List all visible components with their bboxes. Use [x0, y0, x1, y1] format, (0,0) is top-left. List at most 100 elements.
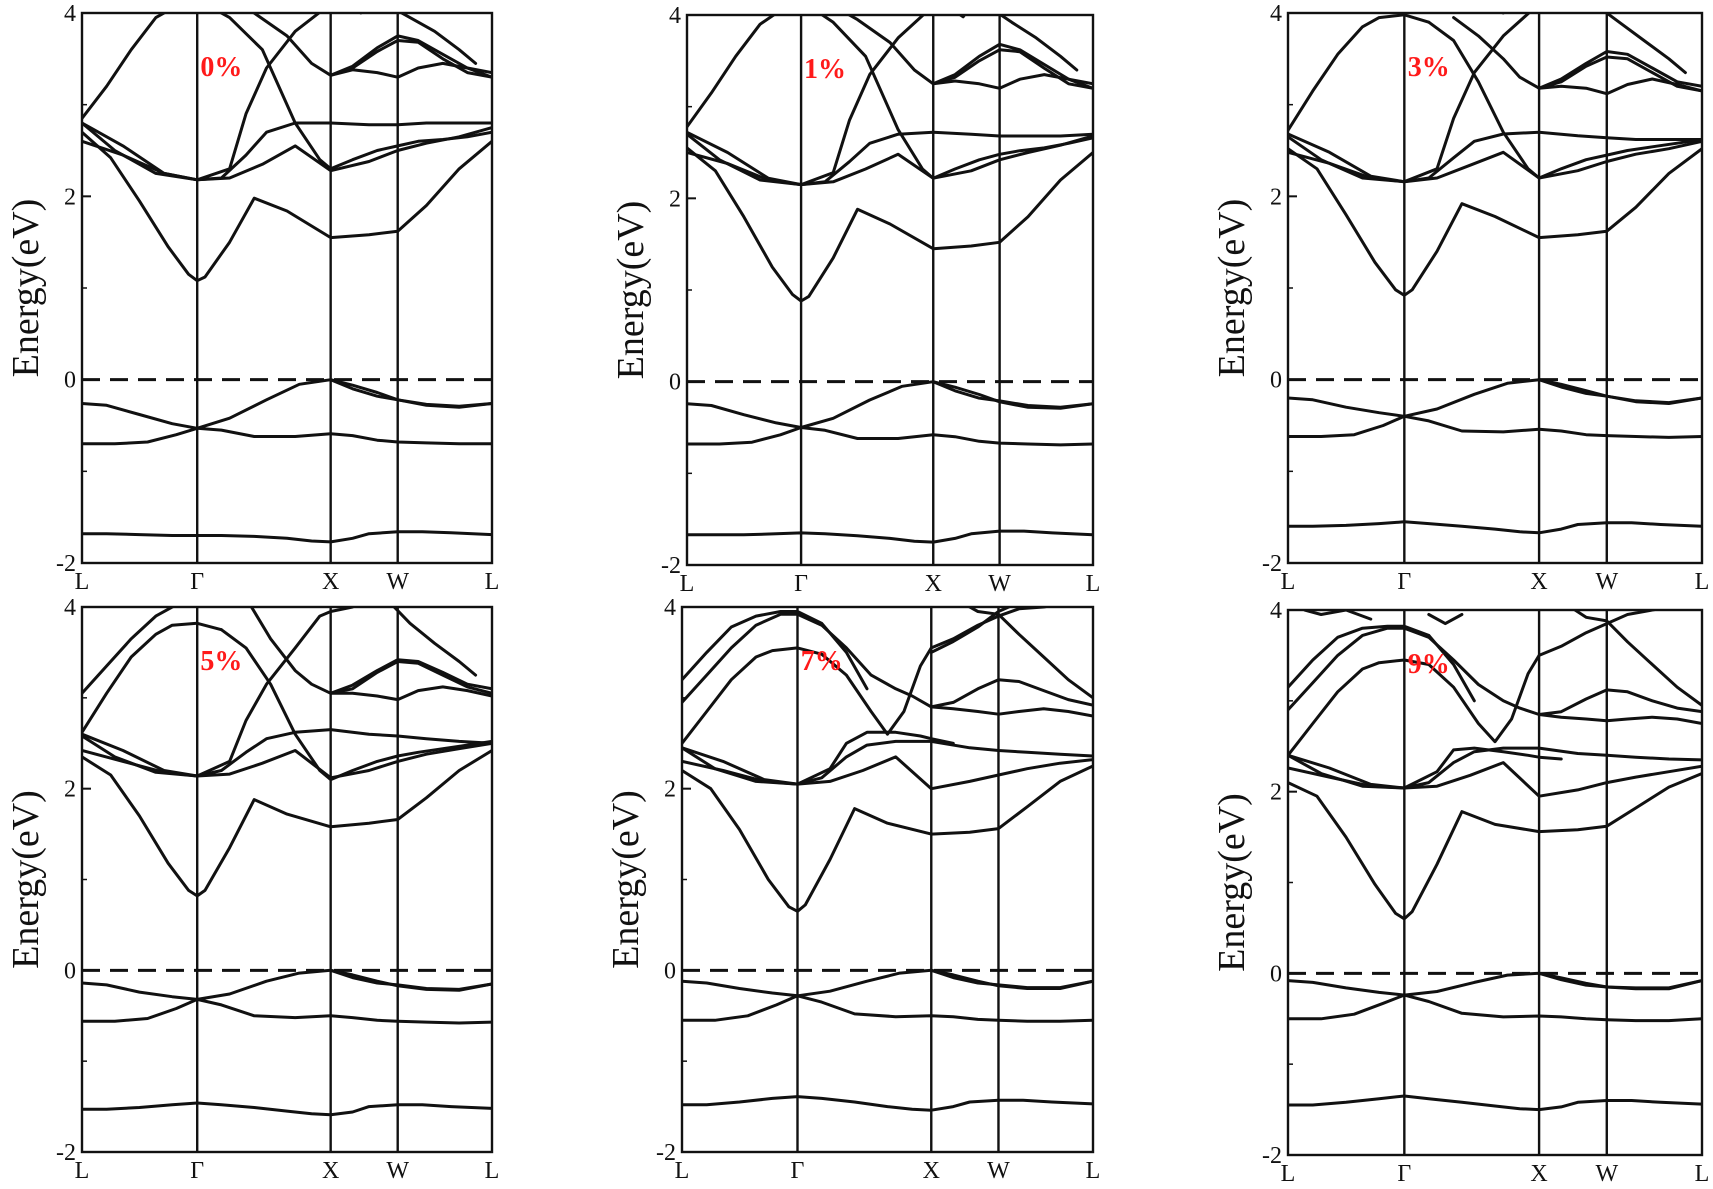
energy-band-line [1537, 77, 1702, 96]
band-lines-group [687, 15, 1093, 544]
kpoint-label: Γ [190, 569, 204, 595]
energy-band-line [1498, 13, 1507, 15]
energy-band-line [1288, 626, 1702, 716]
energy-band-line [1288, 971, 1702, 997]
energy-band-line [1537, 378, 1702, 405]
energy-band-line [682, 755, 1093, 791]
energy-band-line [82, 121, 492, 182]
kpoint-label: W [1595, 1161, 1618, 1187]
band-lines-group [682, 607, 1093, 1112]
strain-percent-label: 5% [200, 646, 242, 677]
kpoint-label: L [1086, 1158, 1101, 1184]
energy-band-line [966, 607, 1093, 700]
strain-percent-label: 1% [804, 54, 846, 85]
y-tick-label: 4 [1270, 1, 1282, 27]
energy-band-line [329, 658, 492, 695]
energy-band-line [82, 13, 322, 182]
kpoint-label: Γ [791, 1158, 805, 1184]
y-tick-label: 2 [64, 184, 76, 210]
energy-band-line [329, 685, 492, 702]
energy-band-line [329, 378, 492, 408]
band-lines-group [1288, 13, 1702, 535]
kpoint-label: L [485, 1158, 500, 1184]
kpoint-label: L [75, 1158, 90, 1184]
kpoint-label: L [1281, 1161, 1296, 1187]
energy-band-line [1288, 761, 1702, 798]
strain-percent-label: 0% [200, 52, 242, 83]
energy-band-line [682, 968, 1093, 998]
energy-band-line [329, 34, 492, 77]
kpoint-label: X [925, 571, 942, 597]
energy-band-line [682, 612, 1093, 709]
kpoint-label: L [675, 1158, 690, 1184]
energy-band-line [1572, 610, 1702, 707]
kpoint-label: W [988, 571, 1011, 597]
energy-band-line [82, 426, 492, 446]
energy-band-line [1288, 13, 1532, 184]
energy-band-line [1288, 139, 1702, 184]
energy-band-line [1288, 147, 1702, 297]
energy-band-line [1452, 16, 1702, 93]
energy-band-line [682, 739, 1093, 786]
strain-percent-label: 7% [801, 646, 843, 677]
energy-band-line [687, 134, 1093, 187]
y-tick-label: 4 [664, 595, 676, 621]
energy-band-line [1303, 610, 1373, 621]
energy-band-line [218, 13, 492, 171]
energy-band-line [687, 146, 1093, 303]
energy-band-line [1288, 772, 1702, 921]
energy-band-line [1537, 50, 1702, 90]
band-lines-group [82, 13, 492, 544]
panel-frame [685, 13, 1095, 567]
y-tick-label: 4 [64, 595, 76, 621]
energy-band-line [1288, 414, 1702, 439]
kpoint-label: Γ [794, 571, 808, 597]
y-tick-label: 2 [664, 777, 676, 803]
y-axis-label: Energy(eV) [1211, 793, 1253, 972]
energy-band-line [687, 426, 1093, 447]
panel-frame [680, 605, 1095, 1154]
kpoint-label: X [923, 1158, 940, 1184]
y-tick-label: 2 [669, 186, 681, 212]
energy-band-line [819, 15, 1093, 180]
kpoint-label: X [1530, 1161, 1547, 1187]
energy-band-line [1288, 993, 1702, 1023]
energy-band-line [357, 13, 363, 15]
energy-band-line [687, 15, 777, 129]
band-lines-group [82, 607, 492, 1117]
energy-band-line [82, 530, 492, 544]
energy-band-line [392, 607, 478, 677]
y-axis-label: Energy(eV) [5, 199, 47, 378]
kpoint-label: L [680, 571, 695, 597]
energy-band-line [82, 749, 492, 898]
energy-band-line [219, 628, 492, 782]
y-axis-label: Energy(eV) [610, 201, 652, 380]
energy-band-line [682, 764, 1093, 913]
y-tick-label: 0 [664, 958, 676, 984]
kpoint-label: L [1086, 571, 1101, 597]
y-tick-label: -2 [656, 1140, 676, 1166]
y-tick-label: 4 [669, 3, 681, 29]
kpoint-label: L [1695, 569, 1710, 595]
y-tick-label: -2 [1262, 551, 1282, 577]
energy-band-line [998, 15, 1079, 72]
energy-band-line [1288, 520, 1702, 535]
y-tick-label: -2 [1262, 1143, 1282, 1169]
y-axis-label: Energy(eV) [1211, 199, 1253, 378]
y-tick-label: -2 [56, 1140, 76, 1166]
y-tick-label: 2 [64, 777, 76, 803]
kpoint-label: W [987, 1158, 1010, 1184]
energy-band-line [1288, 13, 1431, 132]
energy-band-line [846, 15, 1093, 90]
energy-band-line [931, 42, 1093, 86]
panel-frame [80, 11, 494, 565]
energy-band-line [249, 13, 492, 79]
energy-band-line [682, 1095, 1093, 1112]
kpoint-label: L [1695, 1161, 1710, 1187]
